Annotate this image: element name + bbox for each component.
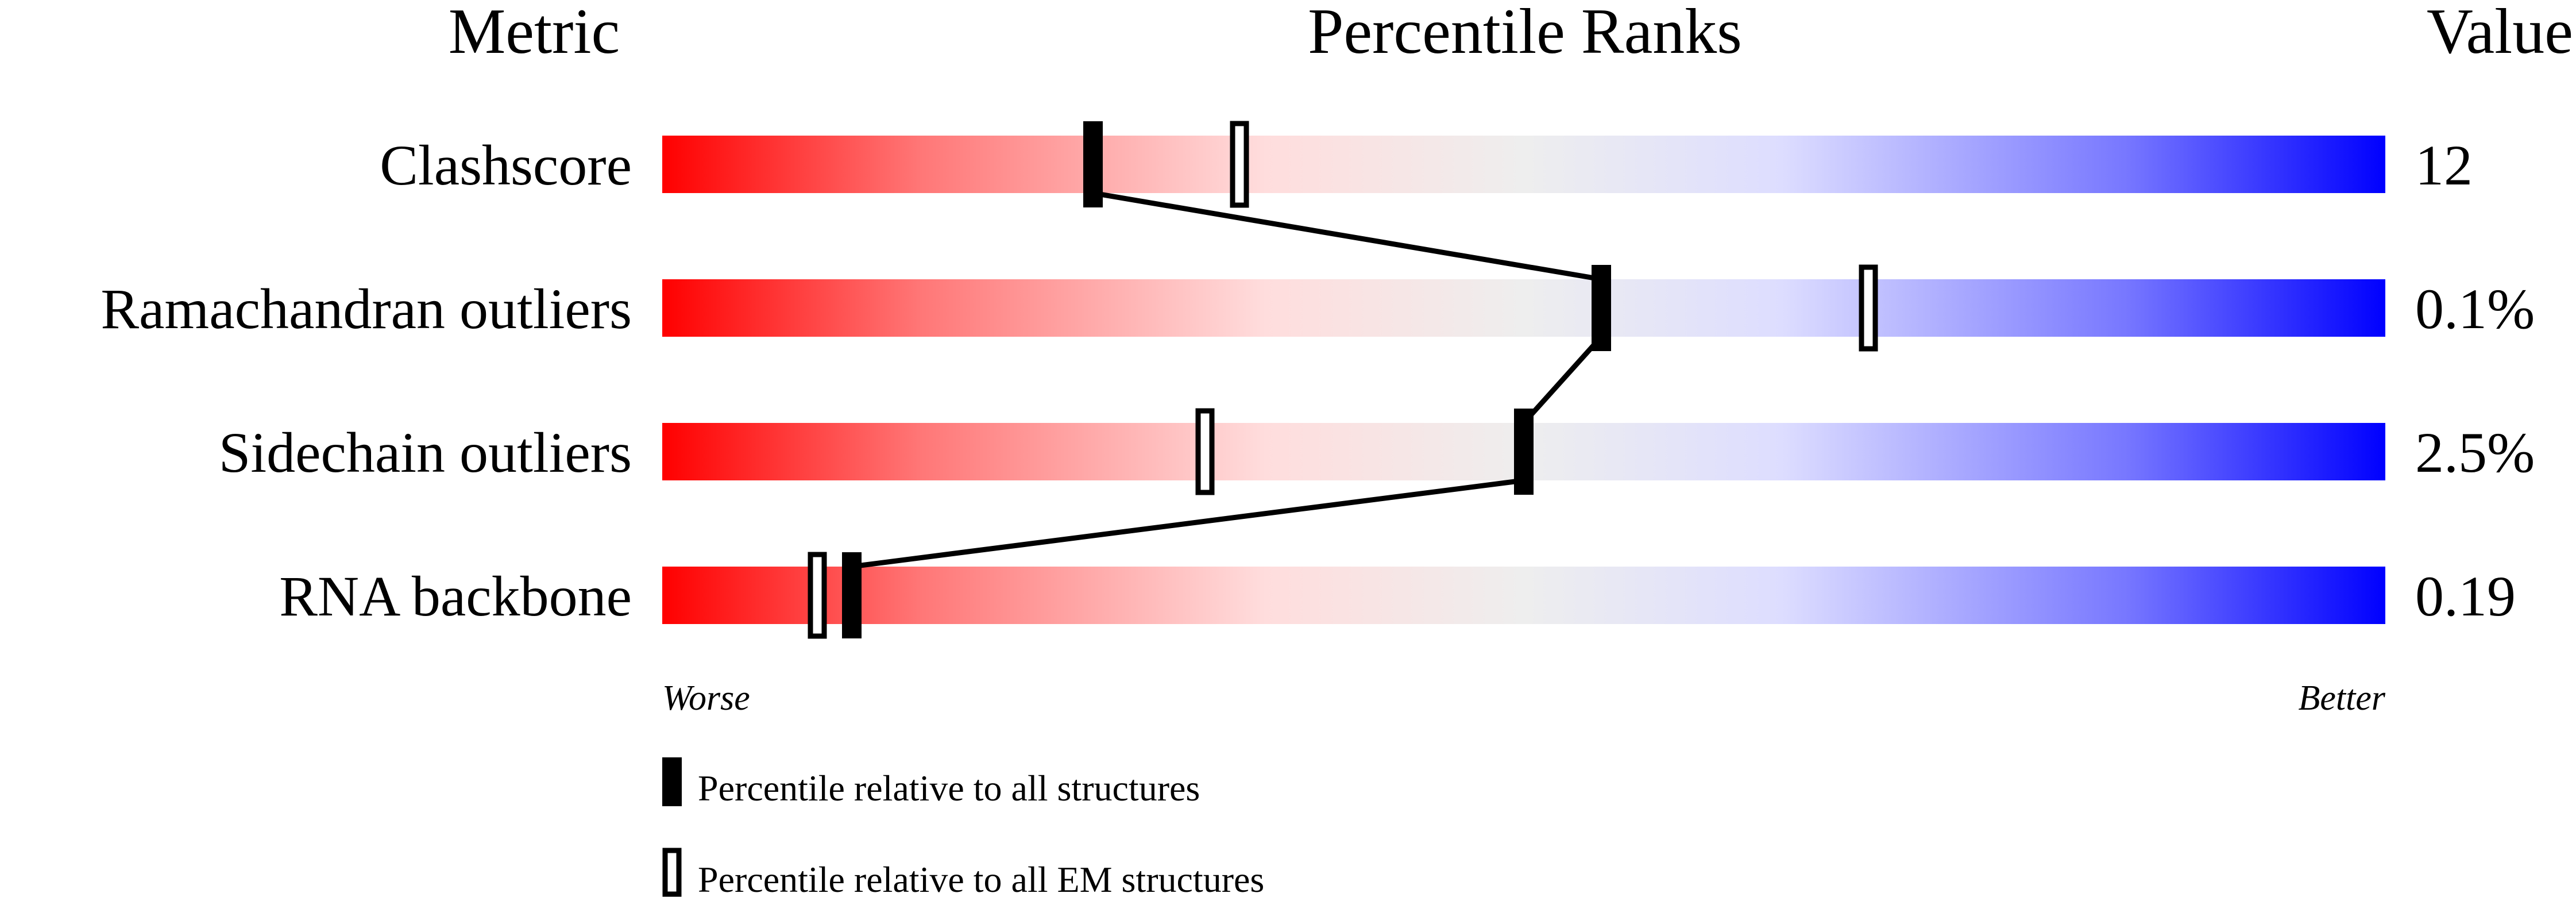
all-structures-marker [842, 552, 862, 638]
em-structures-marker [1859, 264, 1878, 352]
em-structures-marker [1195, 408, 1215, 495]
percentile-bar [662, 279, 2385, 337]
chart-title: Percentile Ranks [1308, 0, 1742, 67]
metric-value: 12 [2415, 133, 2473, 197]
legend-filled-label: Percentile relative to all structures [698, 768, 1200, 809]
metric-label: Sidechain outliers [219, 421, 632, 484]
header-metric: Metric [449, 0, 620, 67]
em-structures-marker [808, 552, 827, 639]
better-label: Better [2299, 679, 2386, 718]
header-value: Value [2427, 0, 2573, 67]
metric-value: 2.5% [2415, 421, 2535, 484]
all-structures-marker [1514, 409, 1534, 495]
metric-label: Ramachandran outliers [101, 277, 632, 341]
worse-label: Worse [662, 679, 750, 718]
metric-value: 0.19 [2415, 564, 2516, 628]
legend-filled-marker [662, 757, 682, 806]
em-structures-marker [1230, 121, 1249, 208]
metric-label: Clashscore [380, 133, 632, 197]
legend-hollow-marker [662, 848, 682, 897]
all-structures-marker [1592, 265, 1611, 351]
percentile-connector-line [851, 190, 1604, 569]
percentile-bar [662, 567, 2385, 624]
metric-value: 0.1% [2415, 277, 2535, 341]
percentile-bar [662, 136, 2385, 193]
metric-label: RNA backbone [279, 564, 632, 628]
all-structures-marker [1083, 121, 1103, 207]
legend-hollow-label: Percentile relative to all EM structures [698, 859, 1264, 897]
